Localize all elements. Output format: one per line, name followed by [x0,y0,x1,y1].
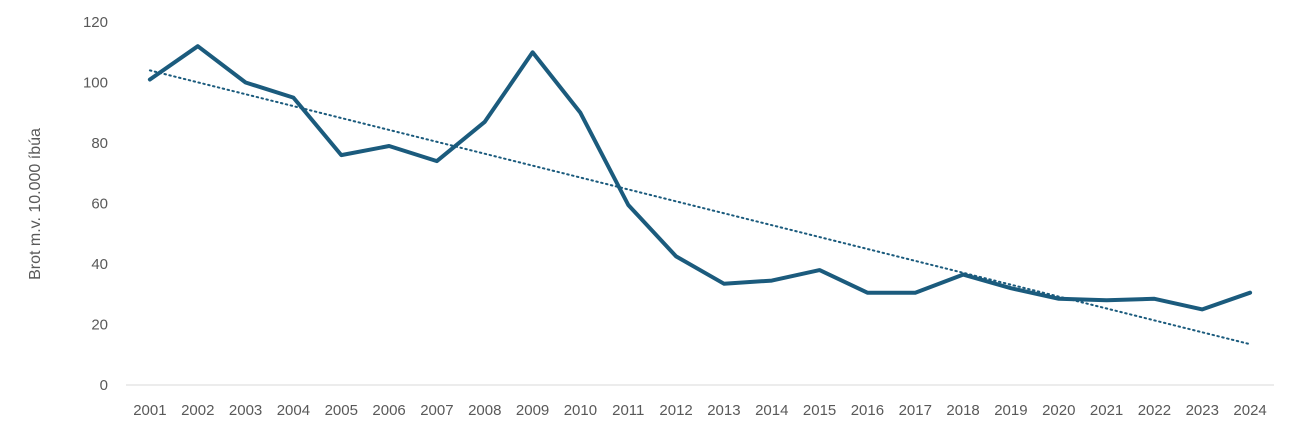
x-tick-label: 2001 [133,402,166,419]
y-tick-label: 40 [91,256,108,273]
x-tick-label: 2009 [516,402,549,419]
x-tick-label: 2006 [372,402,405,419]
y-axis-label-group: Brot m.v. 10.000 íbúa [27,128,44,280]
y-tick-label: 0 [100,377,108,394]
x-tick-label: 2010 [564,402,597,419]
y-tick-label: 20 [91,317,108,334]
x-tick-label: 2017 [899,402,932,419]
x-tick-label: 2023 [1186,402,1219,419]
x-tick-label: 2012 [659,402,692,419]
x-tick-label: 2024 [1233,402,1266,419]
y-tick-label: 120 [83,14,108,31]
x-tick-label: 2018 [946,402,979,419]
x-tick-label: 2003 [229,402,262,419]
x-tick-label: 2011 [612,402,644,419]
y-tick-label: 100 [83,75,108,92]
x-tick-label: 2014 [755,402,788,419]
x-tick-label: 2022 [1138,402,1171,419]
y-tick-label: 60 [91,196,108,213]
x-tick-label: 2008 [468,402,501,419]
x-tick-label: 2021 [1090,402,1123,419]
x-tick-label: 2020 [1042,402,1075,419]
x-tick-label: 2007 [420,402,453,419]
x-tick-label: 2019 [994,402,1027,419]
y-axis-label: Brot m.v. 10.000 íbúa [27,128,44,280]
y-tick-label: 80 [91,135,108,152]
x-tick-label: 2004 [277,402,310,419]
x-tick-label: 2013 [707,402,740,419]
series-line [147,44,1253,312]
x-tick-label: 2016 [851,402,884,419]
y-tick-labels: 0 20 40 60 80 100 120 [83,14,108,394]
trend-line [148,69,1252,346]
x-tick-label: 2015 [803,402,836,419]
x-tick-labels: 2001 2002 2003 2004 2005 2006 2007 2008 2009 2010… [133,402,1267,419]
x-tick-label: 2005 [325,402,358,419]
x-tick-label: 2002 [181,402,214,419]
